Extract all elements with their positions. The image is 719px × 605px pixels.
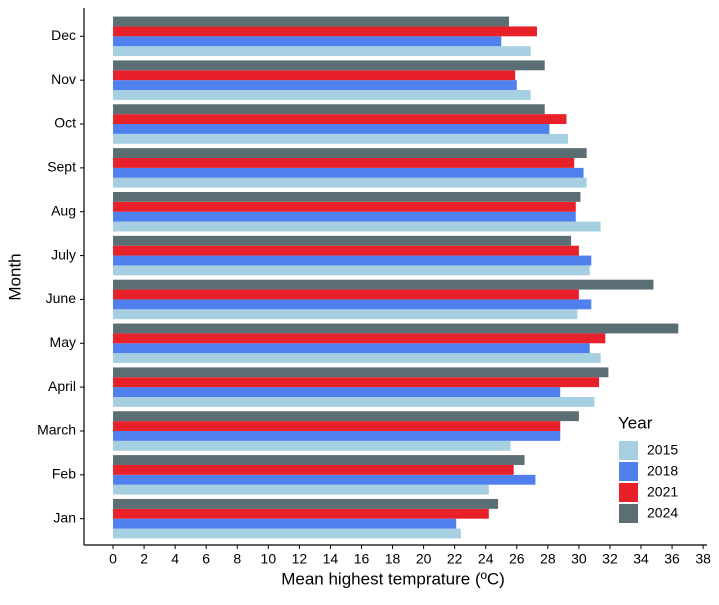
legend-swatch bbox=[619, 483, 638, 502]
bar bbox=[113, 191, 581, 202]
y-axis-title: Month bbox=[5, 253, 24, 300]
bar bbox=[113, 309, 578, 320]
x-tick-label: 16 bbox=[354, 551, 370, 567]
bar bbox=[113, 104, 545, 115]
y-tick-label: Sept bbox=[47, 159, 76, 175]
bar bbox=[113, 255, 592, 266]
bar bbox=[113, 411, 579, 422]
bar bbox=[113, 367, 609, 378]
bar bbox=[113, 70, 516, 81]
bar bbox=[113, 80, 517, 91]
legend-swatch bbox=[619, 441, 638, 460]
y-tick-label: April bbox=[48, 378, 76, 394]
bar bbox=[113, 167, 584, 178]
bar bbox=[113, 333, 606, 344]
x-tick-label: 36 bbox=[664, 551, 680, 567]
bar bbox=[113, 353, 601, 364]
bar bbox=[113, 299, 592, 310]
y-tick-label: Dec bbox=[51, 27, 76, 43]
legend-label: 2024 bbox=[647, 505, 678, 521]
x-tick-label: 20 bbox=[416, 551, 432, 567]
y-tick-label: Jan bbox=[53, 509, 76, 525]
x-tick-label: 32 bbox=[602, 551, 618, 567]
bar bbox=[113, 90, 531, 100]
legend-label: 2015 bbox=[647, 442, 678, 458]
bar bbox=[113, 289, 579, 300]
x-tick-label: 34 bbox=[633, 551, 649, 567]
y-tick-label: March bbox=[37, 422, 76, 438]
bar bbox=[113, 60, 545, 71]
bar bbox=[113, 46, 531, 57]
bar bbox=[113, 16, 510, 27]
legend-label: 2021 bbox=[647, 484, 678, 500]
bar bbox=[113, 201, 576, 212]
x-tick-label: 26 bbox=[509, 551, 525, 567]
x-tick-label: 8 bbox=[233, 551, 241, 567]
x-tick-label: 30 bbox=[571, 551, 587, 567]
bar bbox=[113, 265, 590, 276]
x-axis-title: Mean highest temprature (ºC) bbox=[281, 569, 505, 588]
y-tick-label: May bbox=[50, 334, 76, 350]
y-tick-label: Oct bbox=[54, 115, 76, 131]
y-tick-label: Aug bbox=[51, 202, 76, 218]
legend-swatch bbox=[619, 462, 638, 481]
x-tick-label: 22 bbox=[447, 551, 463, 567]
bar bbox=[113, 508, 489, 519]
x-tick-label: 38 bbox=[695, 551, 711, 567]
bar bbox=[113, 221, 601, 232]
bar bbox=[113, 421, 561, 431]
bar bbox=[113, 430, 561, 441]
bar bbox=[113, 323, 679, 334]
bar bbox=[113, 211, 576, 222]
x-tick-label: 2 bbox=[140, 551, 148, 567]
x-tick-label: 10 bbox=[261, 551, 277, 567]
bar bbox=[113, 474, 536, 485]
bar bbox=[113, 464, 514, 475]
bar bbox=[113, 518, 457, 529]
bar bbox=[113, 498, 499, 509]
bar bbox=[113, 114, 567, 125]
bar bbox=[113, 484, 489, 495]
bar bbox=[113, 36, 502, 47]
bar bbox=[113, 245, 579, 256]
bar bbox=[113, 124, 550, 134]
x-tick-label: 24 bbox=[478, 551, 494, 567]
x-tick-label: 12 bbox=[292, 551, 308, 567]
legend-swatch bbox=[619, 504, 638, 523]
bar bbox=[113, 528, 461, 539]
bar bbox=[113, 396, 595, 407]
bar bbox=[113, 455, 525, 465]
bar bbox=[113, 26, 537, 37]
x-tick-label: 18 bbox=[385, 551, 401, 567]
x-tick-label: 28 bbox=[540, 551, 556, 567]
legend-title: Year bbox=[618, 413, 653, 432]
y-tick-label: Nov bbox=[51, 71, 76, 87]
bar bbox=[113, 377, 600, 388]
x-tick-label: 14 bbox=[323, 551, 339, 567]
bar bbox=[113, 133, 569, 144]
bar bbox=[113, 343, 590, 354]
bar bbox=[113, 279, 654, 290]
bar bbox=[113, 148, 587, 159]
bar bbox=[113, 158, 575, 168]
y-tick-label: Feb bbox=[52, 466, 76, 482]
x-tick-label: 6 bbox=[202, 551, 210, 567]
bar bbox=[113, 177, 587, 188]
legend-label: 2018 bbox=[647, 463, 678, 479]
bar bbox=[113, 440, 511, 451]
bar bbox=[113, 387, 561, 397]
x-tick-label: 4 bbox=[171, 551, 179, 567]
x-tick-label: 0 bbox=[109, 551, 117, 567]
y-tick-label: June bbox=[46, 290, 77, 306]
bar bbox=[113, 235, 572, 246]
y-tick-label: July bbox=[51, 246, 76, 262]
